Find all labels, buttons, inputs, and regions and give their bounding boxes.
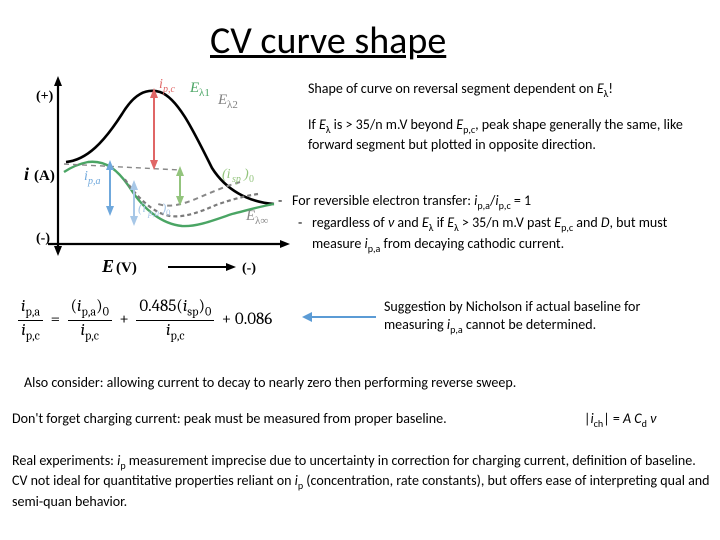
svg-text:λ2: λ2 <box>227 99 238 111</box>
svg-text:0: 0 <box>166 208 171 218</box>
svg-text:(V): (V) <box>116 260 137 276</box>
svg-text:E: E <box>217 92 227 108</box>
svg-text:λ1: λ1 <box>199 87 210 99</box>
svg-text:p,c: p,c <box>162 84 176 95</box>
svg-text:(i: (i <box>138 200 146 215</box>
page-title: CV curve shape <box>210 18 446 64</box>
svg-text:E: E <box>101 256 114 276</box>
svg-text:(+): (+) <box>36 89 54 104</box>
svg-text:(A): (A) <box>34 168 55 184</box>
reversible-bullets: -For reversible electron transfer: ip,a/… <box>278 192 710 257</box>
svg-text:E: E <box>245 208 255 224</box>
svg-text:p,a: p,a <box>87 176 101 187</box>
peak-shape-text: If Eλ is > 35/n m.V beyond Ep,c, peak sh… <box>308 116 708 154</box>
suggestion-text: Suggestion by Nicholson if actual baseli… <box>384 298 700 336</box>
svg-text:λ∞: λ∞ <box>255 215 268 227</box>
also-consider-text: Also consider: allowing current to decay… <box>24 374 704 392</box>
svg-text:0: 0 <box>249 174 254 185</box>
svg-text:sp: sp <box>232 174 241 185</box>
svg-text:(-): (-) <box>36 231 50 246</box>
svg-text:E: E <box>189 80 199 96</box>
shape-dependent-text: Shape of curve on reversal segment depen… <box>308 80 712 100</box>
svg-text:(-): (-) <box>242 261 256 276</box>
arrow-to-equation <box>310 316 376 318</box>
svg-text:i: i <box>24 164 29 184</box>
svg-text:p,a: p,a <box>147 208 160 218</box>
cv-graph: i p,c i p,a (i p,a ) 0 (i sp ) 0 E λ1 E … <box>12 72 302 282</box>
ich-equation: |ich| = A Cd ν <box>584 410 714 430</box>
real-experiments-text: Real experiments: ip measurement impreci… <box>12 452 712 510</box>
svg-text:(i: (i <box>222 167 231 182</box>
nicholson-equation: ip,aip,c = (ip,a)0ip,c + 0.485(isp)0ip,c… <box>18 298 272 342</box>
charging-current-text: Don't forget charging current: peak must… <box>12 410 572 428</box>
